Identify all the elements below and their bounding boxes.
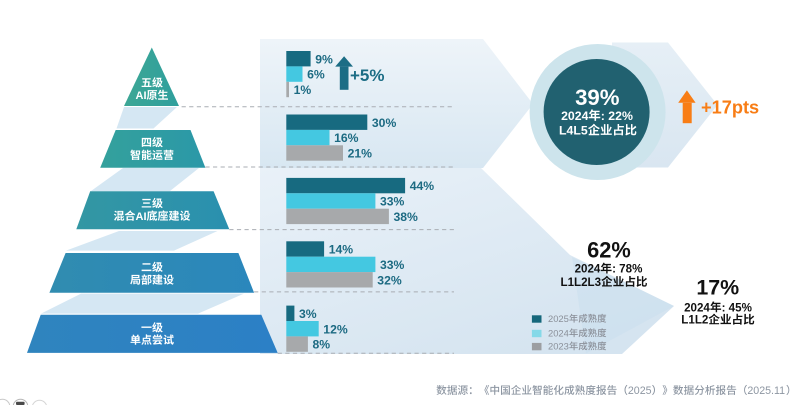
svg-text:2024: 2024 [548,327,569,338]
svg-text:30%: 30% [372,116,397,130]
svg-text:21%: 21% [348,147,373,161]
svg-text:: 22%: : 22% [601,109,633,123]
svg-text:+17pts: +17pts [701,98,759,118]
svg-text:: 78%: : 78% [612,263,642,276]
svg-text:8%: 8% [313,338,331,352]
svg-text:AI: AI [136,90,147,102]
svg-text:6%: 6% [307,68,325,82]
svg-text:39%: 39% [575,85,620,110]
svg-text:9%: 9% [315,52,333,66]
svg-text:32%: 32% [377,273,402,287]
svg-text:AI: AI [136,211,147,223]
svg-text:2025.11: 2025.11 [747,385,785,397]
svg-text:38%: 38% [394,210,419,224]
svg-text:3%: 3% [299,307,317,321]
svg-text:44%: 44% [410,179,435,193]
svg-text:1%: 1% [294,83,312,97]
svg-text:L4L5: L4L5 [559,123,588,137]
svg-text:2024: 2024 [684,301,710,314]
svg-text:: 45%: : 45% [722,301,752,314]
svg-text:L1L2: L1L2 [681,314,708,327]
svg-text:12%: 12% [323,322,348,336]
svg-text:62%: 62% [587,237,631,262]
svg-text:16%: 16% [334,131,359,145]
svg-text:2025: 2025 [628,385,652,397]
svg-text:33%: 33% [380,195,405,209]
svg-text:2024: 2024 [561,109,589,123]
svg-text:14%: 14% [329,243,354,257]
svg-text:17%: 17% [696,276,739,300]
svg-text:+5%: +5% [350,66,385,85]
svg-text:2024: 2024 [575,263,601,276]
svg-text:2025: 2025 [548,313,569,324]
svg-text:33%: 33% [380,258,405,272]
svg-text:L1L2L3: L1L2L3 [561,276,602,289]
svg-text:2023: 2023 [548,340,569,351]
